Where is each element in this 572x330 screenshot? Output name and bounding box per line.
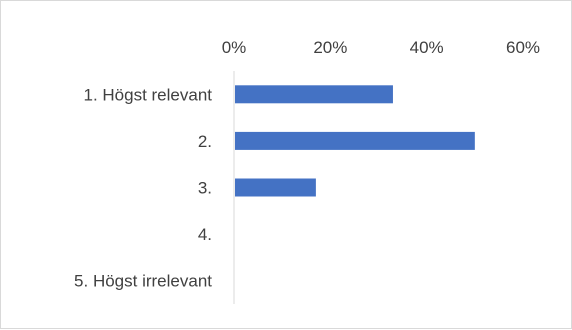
- bar: [235, 85, 393, 104]
- category-label: 3.: [198, 179, 212, 198]
- x-tick-label: 40%: [410, 38, 444, 57]
- category-label: 4.: [198, 225, 212, 244]
- category-label: 1. Högst relevant: [83, 85, 212, 104]
- x-tick-label: 0%: [222, 38, 247, 57]
- bar: [235, 178, 316, 197]
- bar: [235, 131, 475, 150]
- category-label: 2.: [198, 132, 212, 151]
- x-tick-label: 20%: [313, 38, 347, 57]
- category-label: 5. Högst irrelevant: [74, 272, 212, 291]
- x-tick-label: 60%: [506, 38, 540, 57]
